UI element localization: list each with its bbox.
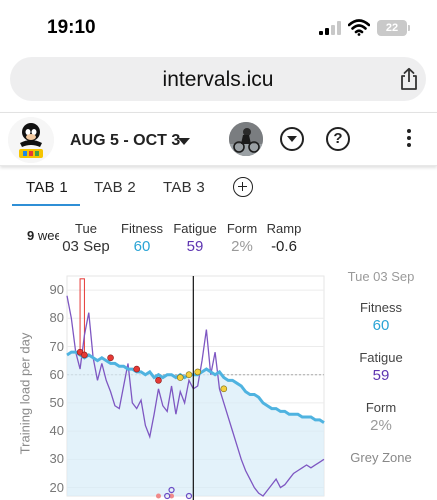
status-time: 19:10 xyxy=(47,17,96,38)
y-tick-label: 60 xyxy=(49,366,64,382)
y-tick-label: 50 xyxy=(49,394,64,410)
fitness-line xyxy=(66,350,325,424)
y-tick-label: 90 xyxy=(49,282,64,298)
event-dot-red xyxy=(169,493,175,499)
red-marker xyxy=(81,351,88,359)
stat-form-value: 2% xyxy=(231,238,253,255)
share-icon[interactable] xyxy=(398,67,420,91)
stat-day-label: Tue xyxy=(75,221,97,236)
stat-form: Form 2% xyxy=(223,221,261,255)
weeks-suffix: wee xyxy=(37,228,59,243)
stat-ramp-label: Ramp xyxy=(266,221,302,236)
app-header: AUG 5 - OCT 3 ? xyxy=(0,112,437,166)
battery-level: 22 xyxy=(385,22,399,34)
stat-ramp: Ramp -0.6 xyxy=(264,221,304,255)
tab-1[interactable]: TAB 1 xyxy=(26,179,69,196)
event-dot-purple xyxy=(185,492,193,500)
y-tick-label: 80 xyxy=(49,310,64,326)
yellow-marker xyxy=(194,368,201,376)
chart-plot[interactable] xyxy=(0,270,437,500)
red-marker xyxy=(107,354,114,362)
stat-date: Tue 03 Sep xyxy=(60,221,112,255)
caret-down-icon[interactable] xyxy=(178,138,190,145)
yellow-marker xyxy=(220,385,228,393)
active-tab-indicator xyxy=(12,204,80,206)
avatar[interactable] xyxy=(229,122,263,156)
fatigue-line xyxy=(66,295,325,497)
tab-3[interactable]: TAB 3 xyxy=(163,179,206,196)
yellow-marker xyxy=(176,374,184,381)
red-marker xyxy=(133,365,140,373)
stat-fitness-label: Fitness xyxy=(121,221,163,236)
help-label: ? xyxy=(333,130,343,147)
url-text[interactable]: intervals.icu xyxy=(162,68,274,91)
event-dot-red xyxy=(155,493,161,499)
stat-fatigue: Fatigue 59 xyxy=(170,221,220,255)
y-tick-label: 20 xyxy=(49,479,64,495)
side-form-value: 2% xyxy=(370,417,392,434)
stat-fatigue-label: Fatigue xyxy=(173,221,217,236)
battery-cap xyxy=(408,25,410,31)
battery-indicator: 22 xyxy=(377,20,407,36)
y-tick-label: 30 xyxy=(49,451,64,467)
event-dot-purple xyxy=(164,492,171,500)
stat-form-label: Form xyxy=(226,221,258,236)
cellular-signal-icon xyxy=(319,21,341,35)
weeks-count: 9 xyxy=(27,228,35,243)
weeks-label[interactable]: 9 wee xyxy=(27,228,59,243)
chevron-down-circle-icon[interactable] xyxy=(280,127,304,151)
tab-2[interactable]: TAB 2 xyxy=(94,179,137,196)
wifi-icon xyxy=(348,19,370,36)
fitness-chart[interactable]: Training load per day 20 30 40 50 60 70 80 90 xyxy=(0,270,437,500)
app-logo-icon[interactable] xyxy=(8,117,54,163)
stat-day-value: 03 Sep xyxy=(62,238,110,255)
event-dot-purple xyxy=(168,486,175,494)
side-panel: Tue 03 Sep Fitness 60 Fatigue 59 Form 2%… xyxy=(338,269,424,466)
red-marker xyxy=(155,377,162,384)
url-bar[interactable]: intervals.icu xyxy=(10,57,426,101)
stat-ramp-value: -0.6 xyxy=(271,238,297,255)
date-range-selector[interactable]: AUG 5 - OCT 3 xyxy=(70,132,181,149)
side-date: Tue 03 Sep xyxy=(347,269,415,284)
side-fitness-value: 60 xyxy=(372,317,390,334)
stat-fitness-value: 60 xyxy=(133,238,151,255)
more-vertical-icon[interactable] xyxy=(406,129,412,151)
side-form-label: Form xyxy=(365,400,397,415)
stat-fatigue-value: 59 xyxy=(186,238,204,255)
side-fitness-label: Fitness xyxy=(360,300,402,315)
status-bar: 19:10 22 xyxy=(0,0,437,52)
side-zone: Grey Zone xyxy=(350,450,412,465)
add-circle-icon[interactable] xyxy=(233,177,253,197)
y-tick-label: 70 xyxy=(49,338,64,354)
stat-fitness: Fitness 60 xyxy=(117,221,167,255)
help-icon[interactable]: ? xyxy=(326,127,350,151)
side-fatigue-label: Fatigue xyxy=(359,350,403,365)
y-tick-label: 40 xyxy=(49,423,64,439)
side-fatigue-value: 59 xyxy=(372,367,390,384)
stats-row: 9 wee Tue 03 Sep Fitness 60 Fatigue 59 F… xyxy=(0,218,437,258)
yellow-marker xyxy=(185,371,193,379)
tab-bar: TAB 1 TAB 2 TAB 3 xyxy=(0,172,437,206)
